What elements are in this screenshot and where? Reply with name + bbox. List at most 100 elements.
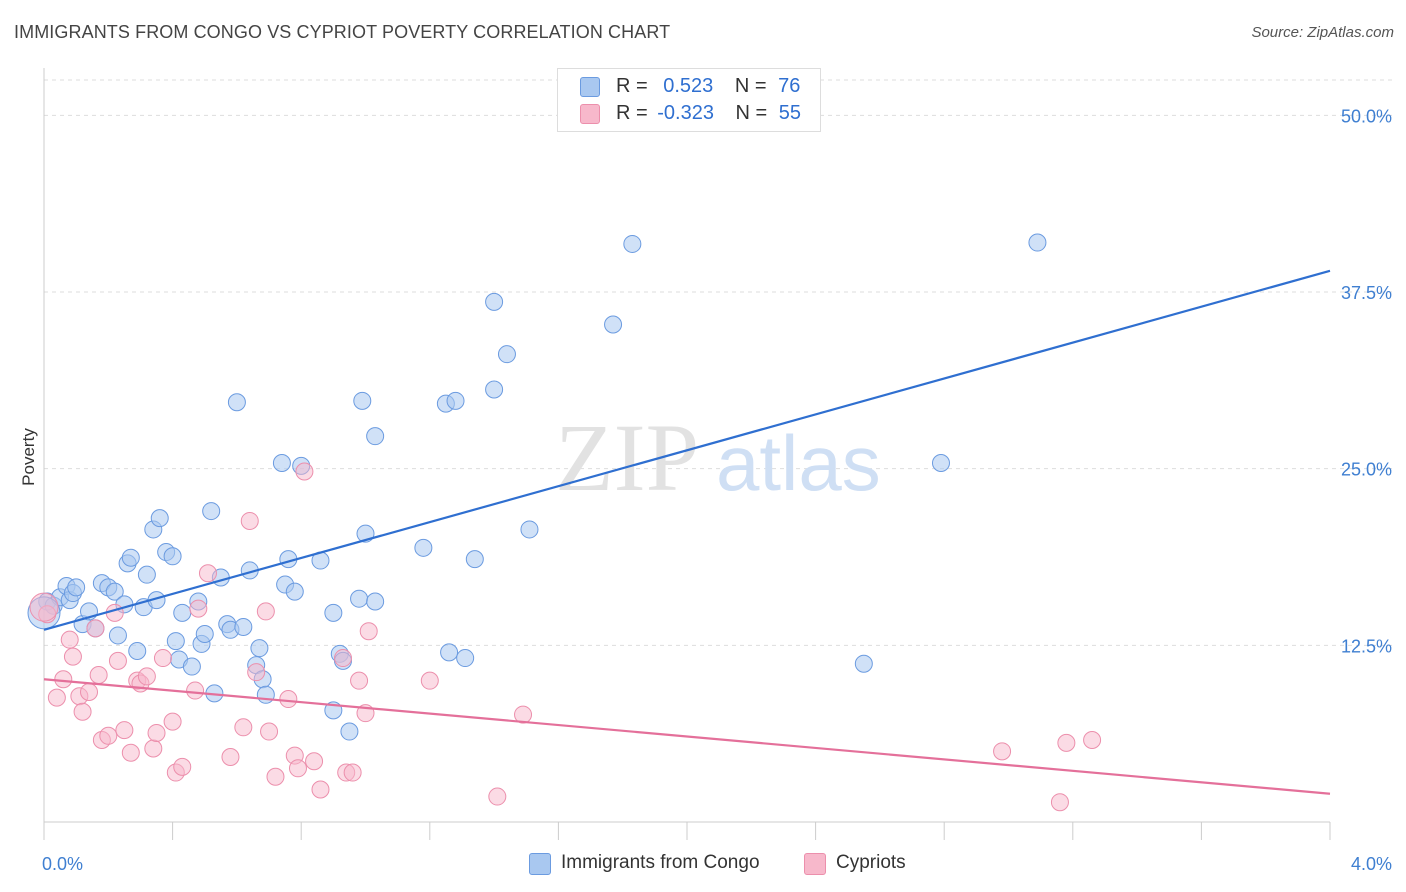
data-point-congo <box>285 582 304 601</box>
data-point-cypriots <box>1057 733 1076 752</box>
data-point-congo <box>623 234 642 253</box>
data-point-cypriots <box>256 602 275 621</box>
data-point-cypriots <box>295 462 314 481</box>
data-point-congo <box>250 639 269 658</box>
data-point-cypriots <box>115 721 134 740</box>
data-point-congo <box>121 548 140 567</box>
data-point-cypriots <box>234 718 253 737</box>
data-point-cypriots <box>221 747 240 766</box>
data-point-cypriots <box>54 670 73 689</box>
data-point-cypriots <box>1083 731 1102 750</box>
legend-r-label: R = <box>616 102 648 124</box>
data-point-cypriots <box>311 780 330 799</box>
data-point-cypriots <box>488 787 507 806</box>
data-point-congo <box>353 391 372 410</box>
data-point-congo <box>366 592 385 611</box>
y-tick-label: 12.5% <box>1341 636 1392 656</box>
data-point-cypriots <box>240 511 259 530</box>
data-point-congo <box>227 393 246 412</box>
bottom-legend-label-cypriots: Cypriots <box>836 852 906 873</box>
data-point-cypriots <box>350 671 369 690</box>
trend-lines <box>43 269 1331 795</box>
data-point-congo <box>520 520 539 539</box>
data-point-cypriots <box>137 667 156 686</box>
legend-n-value: 76 <box>778 75 801 97</box>
data-point-cypriots <box>993 742 1012 761</box>
data-point-cypriots <box>121 743 140 762</box>
data-point-cypriots <box>198 564 217 583</box>
axes <box>43 68 1331 840</box>
data-point-congo <box>202 502 221 521</box>
data-point-congo <box>446 391 465 410</box>
data-point-congo <box>465 550 484 569</box>
data-point-congo <box>324 603 343 622</box>
data-point-cypriots <box>147 723 166 742</box>
data-point-congo <box>1028 233 1047 252</box>
data-point-congo <box>604 315 623 334</box>
data-point-congo <box>195 625 214 644</box>
data-point-congo <box>166 632 185 651</box>
gridlines <box>44 79 1392 646</box>
data-point-cypriots <box>189 599 208 618</box>
data-point-congo <box>485 292 504 311</box>
chart-source: Source: ZipAtlas.com <box>1251 24 1394 41</box>
data-point-cypriots <box>29 592 59 622</box>
y-axis-title: Poverty <box>19 428 38 486</box>
bottom-legend-swatch-cypriots <box>804 853 826 875</box>
data-point-congo <box>234 617 253 636</box>
data-point-congo <box>414 538 433 557</box>
data-point-cypriots <box>247 663 266 682</box>
watermark-zip: ZIP <box>555 404 699 511</box>
data-point-cypriots <box>266 767 285 786</box>
series-cypriots <box>29 462 1102 812</box>
series-immigrants-from-congo <box>27 233 1047 741</box>
legend-n-label: N = <box>734 75 767 97</box>
legend-n-label: N = <box>735 102 768 124</box>
trend-line-cypriots <box>43 678 1331 795</box>
data-point-congo <box>128 641 147 660</box>
data-point-cypriots <box>420 671 439 690</box>
data-point-cypriots <box>73 702 92 721</box>
data-point-cypriots <box>279 690 298 709</box>
legend-swatch-congo <box>580 77 600 97</box>
data-point-congo <box>137 565 156 584</box>
watermark: ZIP atlas <box>555 404 881 511</box>
data-point-congo <box>340 722 359 741</box>
data-point-cypriots <box>99 726 118 745</box>
data-point-congo <box>485 380 504 399</box>
data-point-congo <box>108 626 127 645</box>
data-point-cypriots <box>144 739 163 758</box>
y-tick-label: 25.0% <box>1341 460 1392 480</box>
data-point-cypriots <box>1050 793 1069 812</box>
x-tick-label: 0.0% <box>42 854 83 874</box>
data-point-cypriots <box>305 752 324 771</box>
data-point-congo <box>182 657 201 676</box>
x-tick-label: 4.0% <box>1351 854 1392 874</box>
data-point-cypriots <box>163 712 182 731</box>
data-point-congo <box>440 643 459 662</box>
data-point-cypriots <box>153 649 172 668</box>
legend-n-value: 55 <box>778 102 802 124</box>
chart-title: IMMIGRANTS FROM CONGO VS CYPRIOT POVERTY… <box>14 22 671 42</box>
data-point-cypriots <box>343 763 362 782</box>
bottom-legend-label-congo: Immigrants from Congo <box>561 852 760 873</box>
legend-r-label: R = <box>616 75 648 97</box>
data-point-cypriots <box>60 630 79 649</box>
data-point-congo <box>931 454 950 473</box>
data-point-cypriots <box>47 688 66 707</box>
data-point-cypriots <box>359 622 378 641</box>
watermark-atlas: atlas <box>716 419 881 507</box>
data-point-cypriots <box>186 681 205 700</box>
data-point-congo <box>366 427 385 446</box>
data-point-cypriots <box>260 722 279 741</box>
legend-r-value: -0.323 <box>657 102 714 124</box>
data-point-cypriots <box>89 666 108 685</box>
legend-r-value: 0.523 <box>663 75 714 97</box>
data-point-cypriots <box>514 705 533 724</box>
y-tick-label: 37.5% <box>1341 283 1392 303</box>
trend-line-congo <box>43 269 1331 631</box>
data-point-congo <box>272 454 291 473</box>
legend-swatch-cypriots <box>580 104 600 124</box>
data-point-cypriots <box>86 619 105 638</box>
tick-labels: 12.5% 25.0% 37.5% 50.0% 0.0% 4.0% <box>42 106 1392 874</box>
